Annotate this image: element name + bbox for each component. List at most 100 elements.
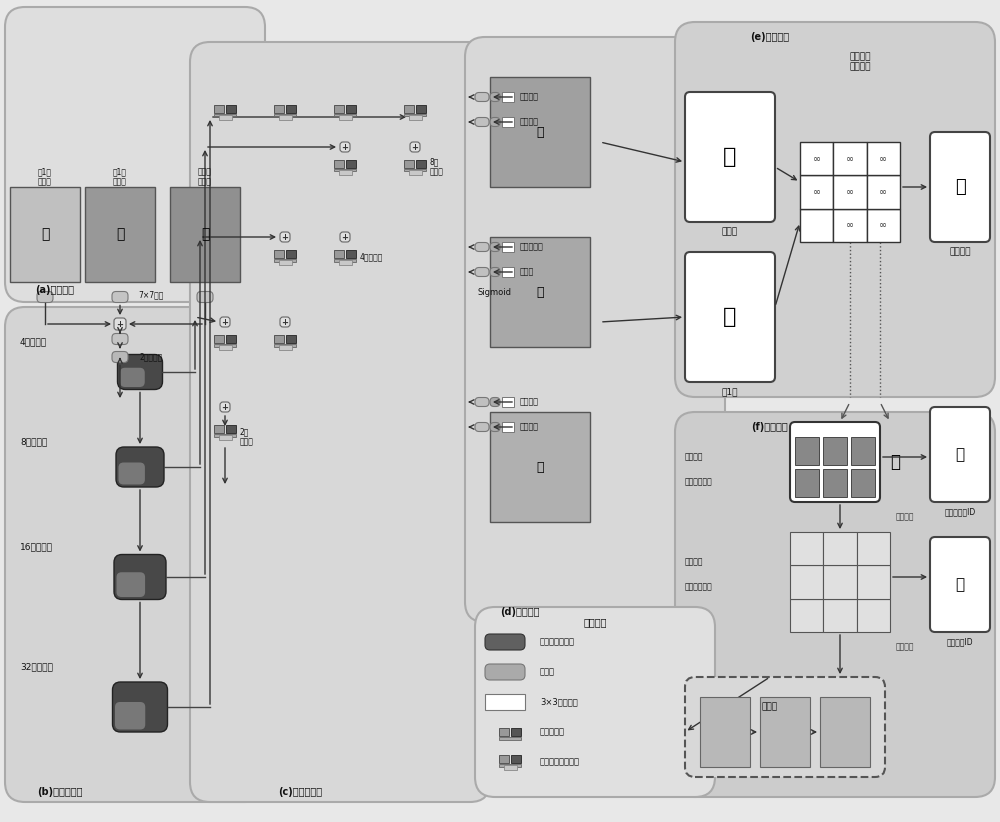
Text: 7×7卷积: 7×7卷积 bbox=[138, 290, 163, 299]
Text: +: + bbox=[282, 233, 288, 242]
Text: (a)输入阶段: (a)输入阶段 bbox=[35, 285, 74, 295]
Bar bbox=[274, 250, 284, 258]
Text: ∞: ∞ bbox=[846, 187, 854, 197]
Text: +: + bbox=[116, 320, 124, 329]
Bar bbox=[226, 335, 236, 343]
Bar bbox=[833, 142, 867, 175]
Bar bbox=[286, 250, 296, 258]
Bar bbox=[226, 105, 236, 113]
Bar bbox=[214, 105, 224, 113]
Text: 🚶: 🚶 bbox=[41, 228, 49, 242]
FancyBboxPatch shape bbox=[475, 267, 489, 276]
Text: 卷积层: 卷积层 bbox=[540, 667, 555, 677]
Bar bbox=[867, 175, 900, 209]
FancyBboxPatch shape bbox=[475, 242, 489, 252]
FancyBboxPatch shape bbox=[120, 367, 145, 387]
Text: 继承遮挡前ID: 继承遮挡前ID bbox=[944, 507, 976, 516]
Bar bbox=[278, 260, 292, 265]
Text: 4倍上采样: 4倍上采样 bbox=[360, 252, 383, 261]
Text: 🚶: 🚶 bbox=[536, 126, 544, 138]
Bar bbox=[409, 114, 422, 120]
Text: 🚶: 🚶 bbox=[116, 228, 124, 242]
Text: 匹配失败: 匹配失败 bbox=[685, 557, 704, 566]
FancyBboxPatch shape bbox=[930, 407, 990, 502]
Text: 🚶: 🚶 bbox=[536, 460, 544, 473]
Bar bbox=[823, 469, 847, 497]
Bar bbox=[409, 169, 422, 175]
Text: 目标宽高: 目标宽高 bbox=[520, 93, 539, 101]
Bar bbox=[404, 169, 426, 172]
Bar bbox=[226, 425, 236, 433]
FancyBboxPatch shape bbox=[410, 142, 420, 152]
Text: ∞: ∞ bbox=[813, 154, 821, 164]
Bar bbox=[416, 160, 426, 168]
Bar bbox=[867, 209, 900, 242]
FancyBboxPatch shape bbox=[280, 232, 290, 242]
Bar bbox=[499, 737, 521, 740]
Text: 前1帧: 前1帧 bbox=[722, 387, 738, 396]
Text: 中心点偏移: 中心点偏移 bbox=[520, 242, 544, 252]
Bar bbox=[346, 105, 356, 113]
FancyBboxPatch shape bbox=[280, 317, 290, 327]
Bar bbox=[800, 175, 833, 209]
FancyBboxPatch shape bbox=[112, 292, 128, 302]
Bar bbox=[334, 250, 344, 258]
Bar bbox=[511, 728, 521, 736]
FancyBboxPatch shape bbox=[475, 607, 715, 797]
Text: +: + bbox=[222, 317, 228, 326]
Bar bbox=[790, 566, 823, 598]
FancyBboxPatch shape bbox=[116, 572, 145, 597]
Bar bbox=[502, 397, 514, 407]
Bar bbox=[820, 697, 870, 767]
Text: 16倍下采样: 16倍下采样 bbox=[20, 543, 53, 552]
Text: 🧍: 🧍 bbox=[723, 307, 737, 327]
FancyBboxPatch shape bbox=[675, 412, 995, 797]
Bar bbox=[286, 105, 296, 113]
FancyBboxPatch shape bbox=[930, 132, 990, 242]
Text: 8倍下采样: 8倍下采样 bbox=[20, 437, 47, 446]
Text: 🚶: 🚶 bbox=[536, 285, 544, 298]
Bar bbox=[274, 259, 296, 261]
Bar bbox=[867, 142, 900, 175]
Bar bbox=[504, 764, 516, 770]
Text: 32倍下采样: 32倍下采样 bbox=[20, 663, 53, 672]
Text: +: + bbox=[342, 142, 349, 151]
FancyBboxPatch shape bbox=[475, 93, 489, 101]
FancyBboxPatch shape bbox=[485, 634, 525, 650]
FancyBboxPatch shape bbox=[340, 232, 350, 242]
Bar bbox=[499, 755, 509, 763]
Text: +: + bbox=[222, 403, 228, 412]
Text: 3×3卷积操作: 3×3卷积操作 bbox=[540, 698, 578, 706]
Bar bbox=[490, 237, 590, 347]
Text: 热値图: 热値图 bbox=[520, 267, 534, 276]
Bar bbox=[851, 437, 875, 465]
Text: 过去向量: 过去向量 bbox=[520, 423, 539, 432]
FancyBboxPatch shape bbox=[220, 402, 230, 412]
Text: 🚶: 🚶 bbox=[955, 447, 965, 463]
Bar bbox=[214, 113, 236, 117]
Bar bbox=[800, 209, 833, 242]
Bar bbox=[851, 469, 875, 497]
Text: 🚶: 🚶 bbox=[201, 228, 209, 242]
Text: 🚶: 🚶 bbox=[955, 178, 965, 196]
Bar bbox=[218, 344, 232, 350]
FancyBboxPatch shape bbox=[490, 398, 500, 407]
FancyBboxPatch shape bbox=[112, 682, 168, 732]
FancyBboxPatch shape bbox=[490, 93, 500, 101]
Bar bbox=[214, 434, 236, 436]
Bar bbox=[823, 598, 857, 632]
Text: 下采样卷积模块: 下采样卷积模块 bbox=[540, 638, 575, 646]
Bar bbox=[485, 694, 525, 710]
Bar bbox=[214, 335, 224, 343]
FancyBboxPatch shape bbox=[685, 92, 775, 222]
Bar bbox=[499, 728, 509, 736]
Bar bbox=[334, 105, 344, 113]
Bar bbox=[346, 250, 356, 258]
Bar bbox=[502, 92, 514, 102]
Bar bbox=[823, 532, 857, 566]
Bar bbox=[857, 598, 890, 632]
FancyBboxPatch shape bbox=[118, 354, 162, 390]
FancyBboxPatch shape bbox=[790, 422, 880, 502]
Bar bbox=[346, 160, 356, 168]
FancyBboxPatch shape bbox=[490, 118, 500, 127]
